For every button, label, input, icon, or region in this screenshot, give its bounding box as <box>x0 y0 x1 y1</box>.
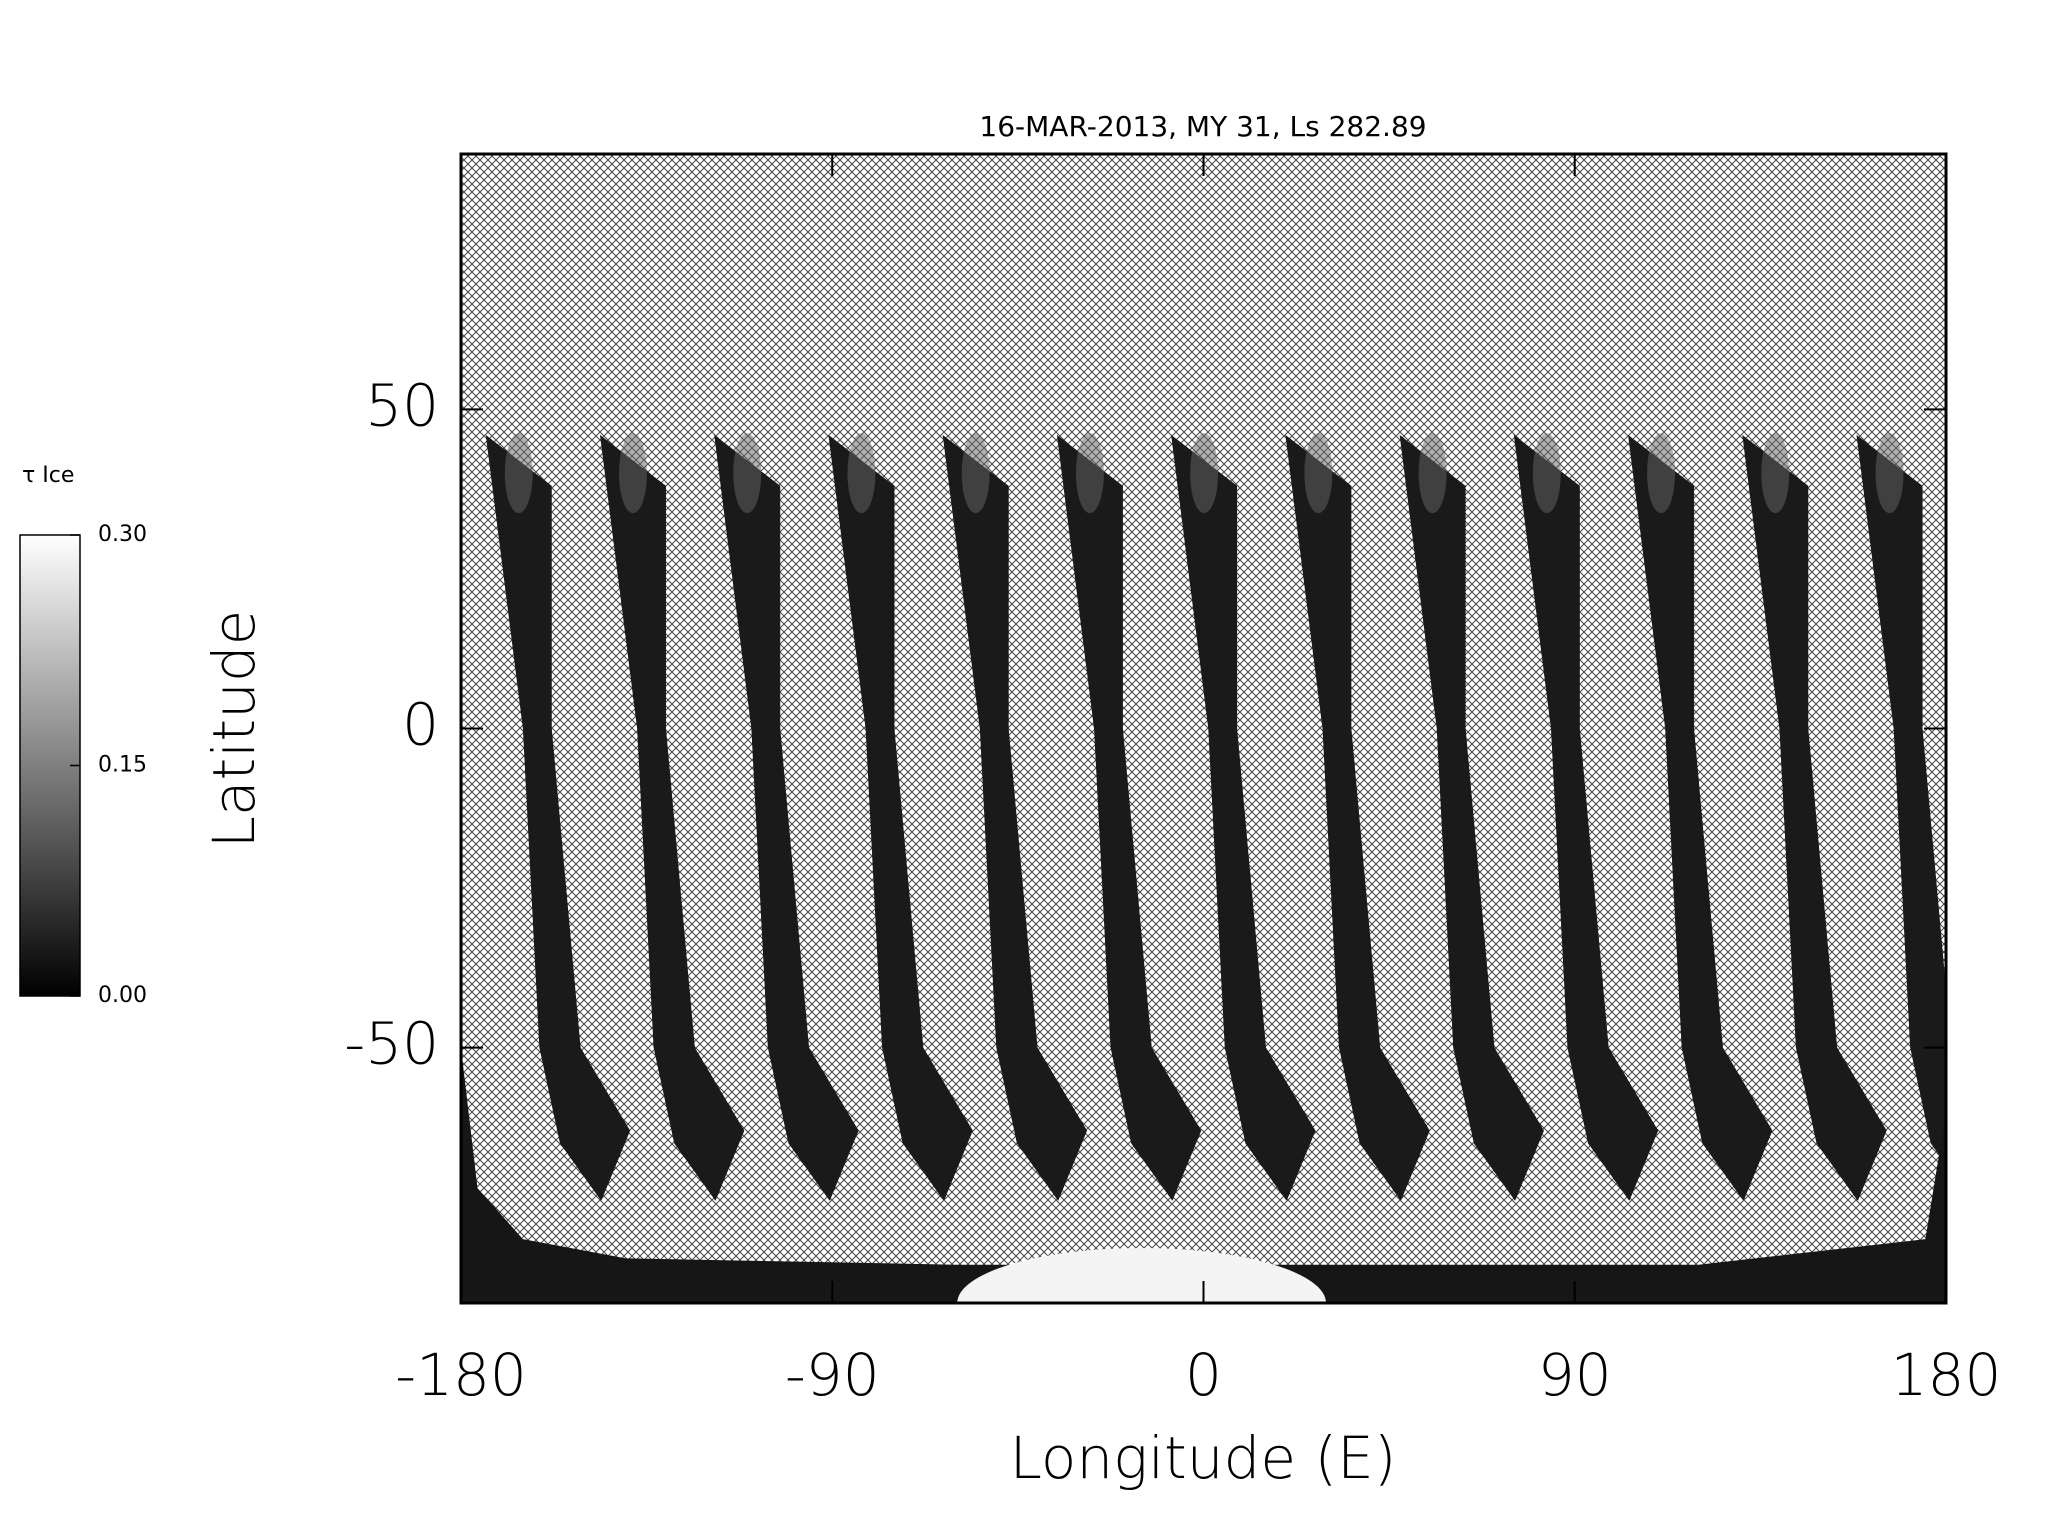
swath-layer <box>461 433 1946 1303</box>
polar-cap <box>957 1248 1326 1303</box>
swath-highlight <box>1075 433 1104 514</box>
x-tick-label: 90 <box>1538 1341 1612 1409</box>
y-tick-label: 50 <box>365 371 439 439</box>
x-axis-label: Longitude (E) <box>1010 1424 1397 1492</box>
swath-highlight <box>1875 433 1904 514</box>
swath <box>714 434 859 1201</box>
y-tick-label: 0 <box>402 691 439 759</box>
x-tick-label: -180 <box>395 1341 527 1409</box>
swath <box>485 434 631 1201</box>
swath-highlight <box>504 433 533 514</box>
x-tick-label: 0 <box>1185 1341 1222 1409</box>
swath <box>1171 434 1316 1201</box>
colorbar-tick-label: 0.30 <box>98 522 147 547</box>
swath <box>1399 434 1544 1201</box>
swath <box>1628 434 1773 1201</box>
swath-highlight <box>733 433 762 514</box>
swath <box>1856 434 1946 1165</box>
y-axis-label: Latitude <box>200 610 268 849</box>
polar-swath <box>461 1047 1946 1303</box>
swath-highlight <box>1418 433 1447 514</box>
chart-title: 16-MAR-2013, MY 31, Ls 282.89 <box>979 110 1426 143</box>
swath <box>1056 434 1202 1201</box>
x-tick-label: 180 <box>1891 1341 2002 1409</box>
swath-highlight <box>1761 433 1790 514</box>
swath <box>1742 434 1887 1201</box>
swath <box>1285 434 1430 1201</box>
swath <box>1513 434 1659 1201</box>
swath <box>599 434 745 1201</box>
swath-highlight <box>1532 433 1561 514</box>
swath-highlight <box>961 433 990 514</box>
colorbar-label: τ Ice <box>22 463 74 488</box>
swath <box>942 434 1088 1201</box>
swath <box>828 434 973 1201</box>
colorbar-tick-label: 0.15 <box>98 753 147 778</box>
swath-highlight <box>1304 433 1333 514</box>
y-tick-label: -50 <box>344 1010 439 1078</box>
swath-highlight <box>847 433 876 514</box>
swath-highlight <box>1190 433 1219 514</box>
colorbar-tick-label: 0.00 <box>98 983 147 1008</box>
swath-highlight <box>1647 433 1676 514</box>
x-tick-label: -90 <box>785 1341 880 1409</box>
swath-highlight <box>618 433 647 514</box>
